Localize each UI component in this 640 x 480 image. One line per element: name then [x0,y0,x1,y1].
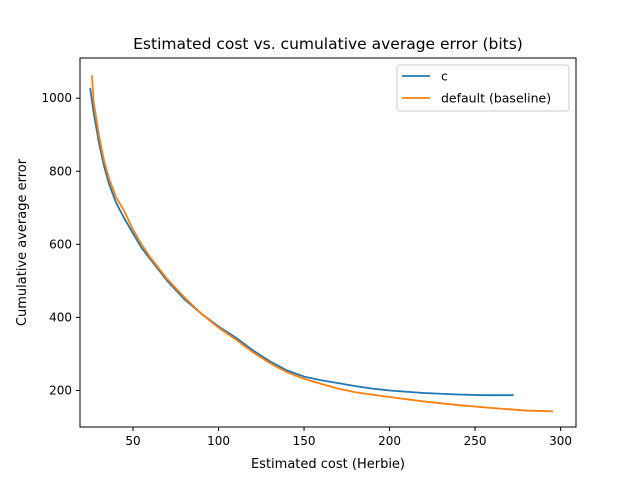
x-axis: 50 100 150 200 250 300 [125,427,572,448]
x-tick-label: 200 [378,434,401,448]
plot-area [89,75,553,413]
y-tick-label: 200 [49,383,72,397]
x-axis-label: Estimated cost (Herbie) [251,457,405,472]
y-tick-label: 400 [49,310,72,324]
legend: c default (baseline) [396,64,570,112]
legend-box [396,64,570,112]
y-tick-label: 1000 [41,91,72,105]
chart-title: Estimated cost vs. cumulative average er… [133,35,523,53]
x-tick-label: 100 [207,434,230,448]
legend-label-0: c [441,69,448,84]
series-line-1 [91,75,553,413]
y-axis: 200 400 600 800 1000 [41,91,80,397]
x-tick-label: 150 [293,434,316,448]
y-tick-label: 800 [49,164,72,178]
legend-label-1: default (baseline) [441,91,551,106]
y-tick-label: 600 [49,237,72,251]
x-tick-label: 300 [549,434,572,448]
y-axis-label: Cumulative average error [15,158,30,326]
x-tick-label: 50 [125,434,140,448]
plot-frame [79,57,577,428]
x-tick-label: 250 [464,434,487,448]
